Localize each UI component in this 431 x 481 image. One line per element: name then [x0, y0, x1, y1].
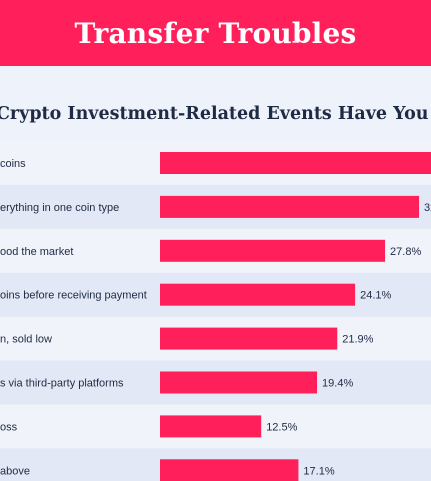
- category-label: n, sold low: [0, 334, 52, 346]
- value-label: 24.1%: [360, 290, 391, 302]
- value-label: 12.5%: [266, 421, 297, 433]
- category-label: ood the market: [0, 246, 73, 258]
- bar-row: s via third-party platforms 19.4%: [0, 360, 431, 405]
- category-label: coins: [0, 158, 26, 170]
- value-label: 17.1%: [303, 465, 334, 477]
- bar-row: oss 12.5%: [0, 404, 431, 449]
- value-label: 32: [424, 202, 431, 214]
- bar: [160, 195, 420, 218]
- category-label: erything in one coin type: [0, 202, 119, 214]
- category-label: above: [0, 465, 30, 477]
- value-label: 21.9%: [342, 334, 373, 346]
- value-label: 27.8%: [390, 246, 421, 258]
- bar: [160, 283, 356, 306]
- chart-title: Transfer Troubles: [74, 16, 357, 50]
- bar: [160, 371, 318, 394]
- chart-subtitle-wrapper: Crypto Investment-Related Events Have Yo…: [0, 100, 431, 130]
- bar: [160, 459, 299, 481]
- bar: [160, 239, 386, 262]
- bar: [160, 415, 262, 438]
- bar-row: ood the market 27.8%: [0, 228, 431, 273]
- bar-chart: coins erything in one coin type 32 ood the …: [0, 141, 431, 481]
- bar-row: n, sold low 21.9%: [0, 316, 431, 361]
- category-label: oins before receiving payment: [0, 290, 147, 302]
- bar-row: oins before receiving payment 24.1%: [0, 272, 431, 317]
- value-label: 19.4%: [322, 378, 353, 390]
- bar-row: erything in one coin type 32: [0, 184, 431, 229]
- category-label: oss: [0, 421, 18, 433]
- bar: [160, 152, 431, 174]
- bar-row: above 17.1%: [0, 448, 431, 481]
- category-label: s via third-party platforms: [0, 378, 124, 390]
- bar: [160, 327, 338, 350]
- title-banner: Transfer Troubles: [0, 0, 431, 66]
- chart-subtitle: Crypto Investment-Related Events Have Yo…: [0, 104, 431, 124]
- bar-row: coins: [0, 141, 431, 185]
